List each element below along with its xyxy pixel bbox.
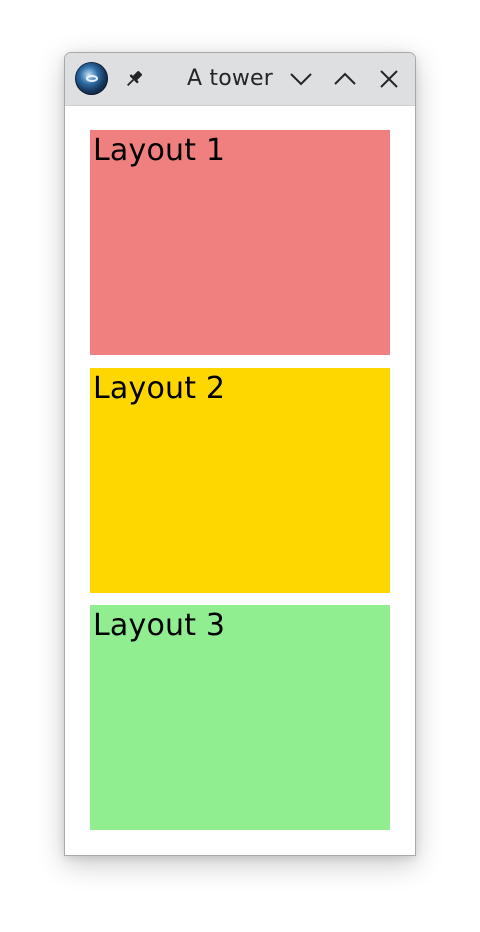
- maximize-button[interactable]: [332, 66, 358, 92]
- pin-icon[interactable]: [123, 68, 145, 90]
- app-window: A tower Layout 1 Layout 2 Layout 3: [64, 52, 416, 856]
- window-title: A tower: [186, 66, 274, 91]
- layout-label: Layout 2: [93, 371, 226, 406]
- layout-panel-2: Layout 2: [90, 368, 390, 593]
- app-icon[interactable]: [75, 62, 108, 95]
- layout-panel-1: Layout 1: [90, 130, 390, 355]
- window-content: Layout 1 Layout 2 Layout 3: [65, 106, 415, 855]
- minimize-button[interactable]: [288, 66, 314, 92]
- layout-label: Layout 3: [93, 608, 226, 643]
- layout-label: Layout 1: [93, 133, 226, 168]
- layout-panel-3: Layout 3: [90, 605, 390, 830]
- title-bar[interactable]: A tower: [65, 53, 415, 106]
- close-button[interactable]: [376, 66, 402, 92]
